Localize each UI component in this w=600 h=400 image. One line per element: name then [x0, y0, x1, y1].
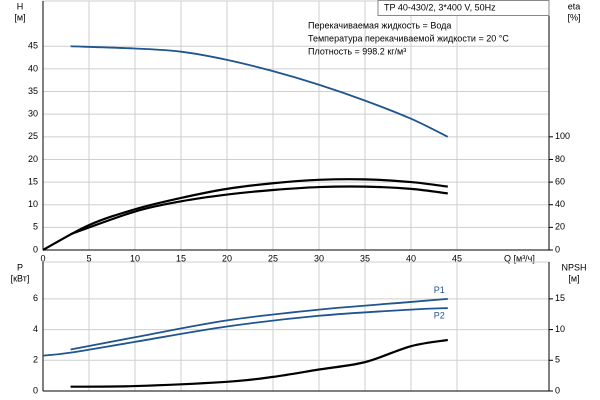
x-tick-label: 40: [406, 253, 416, 263]
y-tick-label: 10: [28, 199, 38, 209]
y-tick-label: 5: [33, 222, 38, 232]
x-tick-label: 20: [222, 253, 232, 263]
y-axis-unit: [кВт]: [11, 273, 30, 283]
x-tick-label: 30: [314, 253, 324, 263]
y2-tick-label: 100: [555, 131, 570, 141]
annotation: Температура перекачиваемой жидкости = 20…: [308, 33, 509, 43]
y2-tick-label: 0: [555, 244, 560, 254]
y-axis-unit: [м]: [14, 12, 25, 22]
curve: [42, 178, 448, 251]
y-axis-label: P: [17, 262, 23, 272]
y2-tick-label: 15: [555, 293, 565, 303]
curve: [42, 307, 448, 357]
y-tick-label: 4: [33, 324, 38, 334]
y2-axis-label: eta: [568, 1, 581, 11]
x-tick-label: 10: [130, 253, 140, 263]
plot-area: [42, 261, 550, 392]
y-tick-label: 40: [28, 63, 38, 73]
y-tick-label: 30: [28, 109, 38, 119]
y2-tick-label: 5: [555, 355, 560, 365]
title-box: [377, 0, 550, 16]
x-tick-label: 45: [452, 253, 462, 263]
x-tick-label: 0: [40, 253, 45, 263]
y-tick-label: 15: [28, 176, 38, 186]
curve: [70, 297, 448, 351]
y2-tick-label: 20: [555, 222, 565, 232]
curve: [70, 338, 448, 388]
y-tick-label: 6: [33, 293, 38, 303]
x-tick-label: 15: [176, 253, 186, 263]
x-axis-label: Q [м³/ч]: [504, 253, 535, 263]
y2-axis-unit: [м]: [568, 273, 579, 283]
y-tick-label: 45: [28, 41, 38, 51]
y-tick-label: 35: [28, 86, 38, 96]
y-axis-label: H: [17, 1, 24, 11]
legend-label: P2: [434, 310, 445, 320]
y-tick-label: 0: [33, 244, 38, 254]
y2-axis-label: NPSH: [561, 262, 586, 272]
y2-tick-label: 0: [555, 385, 560, 395]
y2-tick-label: 10: [555, 324, 565, 334]
y-tick-label: 20: [28, 154, 38, 164]
y-tick-label: 0: [33, 385, 38, 395]
y2-axis-unit: [%]: [567, 12, 580, 22]
curve: [70, 185, 448, 236]
x-tick-label: 35: [360, 253, 370, 263]
legend-label: P1: [434, 285, 445, 295]
curve: [70, 45, 449, 138]
y2-tick-label: 60: [555, 176, 565, 186]
y-tick-label: 2: [33, 355, 38, 365]
chart-title: TP 40-430/2, 3*400 V, 50Hz: [384, 2, 496, 12]
annotation: Плотность = 998.2 кг/м³: [308, 46, 406, 56]
y-tick-label: 25: [28, 131, 38, 141]
x-tick-label: 5: [86, 253, 91, 263]
x-tick-label: 25: [268, 253, 278, 263]
y2-tick-label: 80: [555, 154, 565, 164]
y2-tick-label: 40: [555, 199, 565, 209]
annotation: Перекачиваемая жидкость = Вода: [308, 20, 451, 30]
